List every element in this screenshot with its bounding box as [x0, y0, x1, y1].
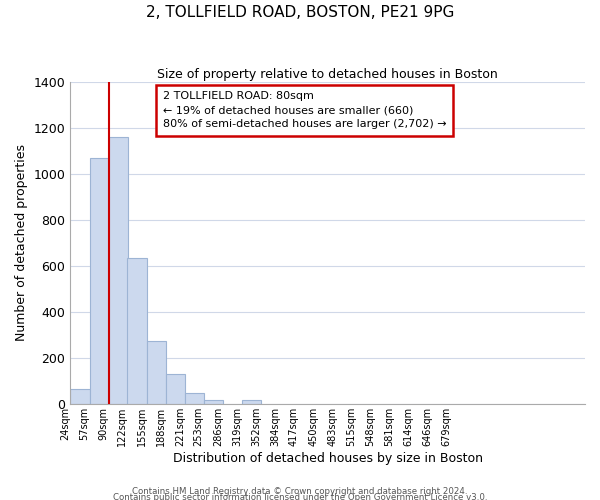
Bar [242, 400, 261, 404]
Bar [70, 390, 89, 404]
Title: Size of property relative to detached houses in Boston: Size of property relative to detached ho… [157, 68, 498, 80]
Bar [89, 158, 109, 404]
Text: Contains public sector information licensed under the Open Government Licence v3: Contains public sector information licen… [113, 492, 487, 500]
Bar [166, 374, 185, 404]
Text: 2, TOLLFIELD ROAD, BOSTON, PE21 9PG: 2, TOLLFIELD ROAD, BOSTON, PE21 9PG [146, 5, 454, 20]
Text: Contains HM Land Registry data © Crown copyright and database right 2024.: Contains HM Land Registry data © Crown c… [132, 486, 468, 496]
Bar [127, 258, 146, 404]
Bar [146, 341, 166, 404]
Bar [185, 393, 204, 404]
X-axis label: Distribution of detached houses by size in Boston: Distribution of detached houses by size … [173, 452, 482, 465]
Bar [109, 137, 128, 404]
Text: 2 TOLLFIELD ROAD: 80sqm
← 19% of detached houses are smaller (660)
80% of semi-d: 2 TOLLFIELD ROAD: 80sqm ← 19% of detache… [163, 92, 446, 130]
Y-axis label: Number of detached properties: Number of detached properties [15, 144, 28, 342]
Bar [203, 400, 223, 404]
